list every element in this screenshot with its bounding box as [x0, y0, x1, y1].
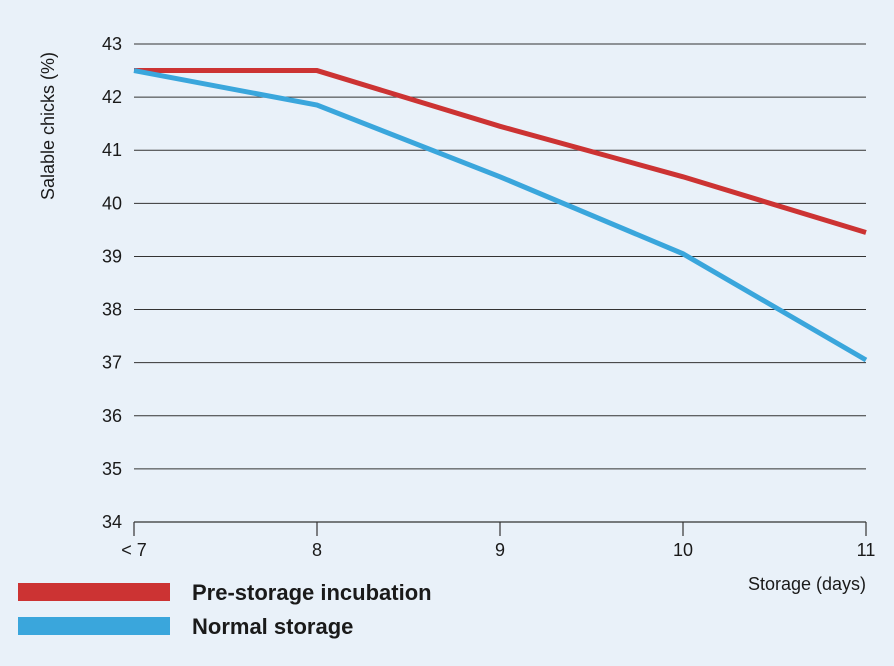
y-tick-label: 34: [102, 512, 122, 532]
y-tick-label: 42: [102, 87, 122, 107]
y-tick-label: 40: [102, 193, 122, 213]
x-tick-label: 8: [312, 540, 322, 560]
legend-swatch: [18, 583, 170, 601]
y-tick-label: 35: [102, 459, 122, 479]
legend-label: Normal storage: [192, 614, 353, 639]
y-tick-label: 38: [102, 300, 122, 320]
y-tick-label: 43: [102, 34, 122, 54]
y-tick-label: 37: [102, 353, 122, 373]
y-tick-label: 36: [102, 406, 122, 426]
x-axis-title: Storage (days): [748, 574, 866, 594]
x-tick-label: 10: [673, 540, 693, 560]
y-tick-label: 39: [102, 246, 122, 266]
y-axis-title: Salable chicks (%): [38, 52, 58, 200]
x-tick-label: 9: [495, 540, 505, 560]
x-tick-label: < 7: [121, 540, 147, 560]
legend-swatch: [18, 617, 170, 635]
legend-label: Pre-storage incubation: [192, 580, 432, 605]
x-tick-label: 11: [857, 540, 876, 560]
y-tick-label: 41: [102, 140, 122, 160]
